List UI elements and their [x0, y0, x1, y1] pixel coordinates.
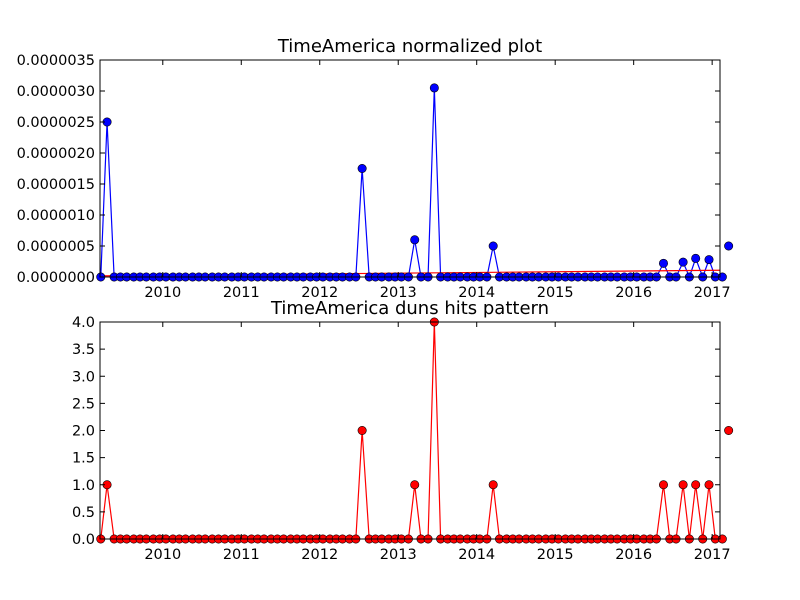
data-point	[724, 241, 734, 251]
data-point	[488, 241, 498, 251]
data-point	[704, 480, 714, 490]
x-tick-label: 2016	[615, 285, 652, 301]
x-tick-label: 2012	[301, 285, 338, 301]
y-tick-label: 1.5	[72, 451, 95, 467]
y-tick-label: 0.0000035	[17, 53, 95, 69]
y-tick-label: 0.0000020	[17, 146, 95, 162]
chart-title: TimeAmerica normalized plot	[277, 36, 542, 57]
data-point	[429, 83, 439, 93]
y-tick-label: 0.0000010	[17, 208, 95, 224]
x-tick-label: 2017	[694, 547, 731, 563]
y-tick-label: 2.5	[72, 396, 95, 412]
y-tick-label: 1.0	[72, 478, 95, 494]
data-point	[704, 255, 714, 265]
y-tick-label: 0.0	[72, 532, 95, 548]
x-tick-label: 2011	[223, 285, 260, 301]
x-tick-label: 2016	[615, 547, 652, 563]
data-point	[678, 480, 688, 490]
data-point	[658, 480, 668, 490]
y-tick-label: 3.0	[72, 369, 95, 385]
data-point	[357, 164, 367, 174]
x-tick-label: 2010	[144, 547, 181, 563]
x-tick-label: 2017	[694, 285, 731, 301]
data-point	[488, 480, 498, 490]
x-tick-label: 2014	[458, 285, 495, 301]
y-tick-label: 3.5	[72, 342, 95, 358]
x-tick-label: 2015	[537, 547, 574, 563]
y-tick-label: 0.0000005	[17, 239, 95, 255]
duns-hits-panel: TimeAmerica duns hits pattern 0.0 0.5 1.0 1.…	[72, 298, 734, 563]
x-tick-label: 2014	[458, 547, 495, 563]
data-point	[691, 480, 701, 490]
y-tick-label: 0.0000000	[17, 270, 95, 286]
data-point	[691, 253, 701, 263]
data-point	[678, 257, 688, 267]
y-tick-label: 0.0000015	[17, 177, 95, 193]
data-point	[357, 425, 367, 435]
x-tick-label: 2010	[144, 285, 181, 301]
x-tick-label: 2012	[301, 547, 338, 563]
data-point	[724, 425, 734, 435]
y-tick-label: 2.0	[72, 424, 95, 440]
x-tick-label: 2011	[223, 547, 260, 563]
x-tick-label: 2013	[380, 547, 417, 563]
x-tick-label: 2015	[537, 285, 574, 301]
y-tick-label: 4.0	[72, 315, 95, 331]
data-point	[410, 480, 420, 490]
data-point	[658, 258, 668, 268]
axes-frame	[99, 59, 721, 278]
data-point	[410, 235, 420, 245]
y-tick-label: 0.0000025	[17, 115, 95, 131]
y-tick-label: 0.0000030	[17, 84, 95, 100]
normalized-plot-panel: TimeAmerica normalized plot 0.0000000 0.00…	[17, 36, 734, 301]
chart-title: TimeAmerica duns hits pattern	[270, 298, 549, 319]
x-tick-label: 2013	[380, 285, 417, 301]
y-tick-label: 0.5	[72, 505, 95, 521]
